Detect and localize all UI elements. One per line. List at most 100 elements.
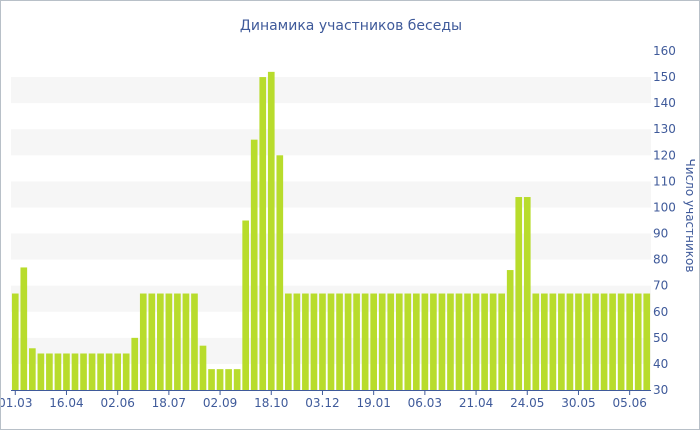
- bar: [216, 369, 224, 390]
- x-tick-label: 02.06: [100, 396, 134, 410]
- bar: [455, 293, 463, 390]
- bar: [549, 293, 557, 390]
- x-tick-label: 21.04: [459, 396, 493, 410]
- x-tick-label: 16.04: [49, 396, 83, 410]
- bar: [80, 353, 87, 390]
- bar: [319, 293, 326, 390]
- bar: [165, 293, 173, 390]
- y-axis-ticks: 30 40 50 60 70 80 90 100 110 120 130 140 150 160: [653, 44, 676, 397]
- y-tick-label: 100: [653, 200, 676, 214]
- bar: [498, 293, 505, 390]
- bar: [387, 293, 395, 390]
- bar: [105, 353, 113, 390]
- bar: [575, 293, 582, 390]
- bar: [438, 293, 446, 390]
- bar: [191, 293, 198, 390]
- grid-bands: [11, 77, 651, 364]
- bar: [370, 293, 377, 390]
- x-tick-label: 30.05: [561, 396, 595, 410]
- y-tick-label: 110: [653, 174, 676, 188]
- y-tick-label: 80: [653, 253, 668, 267]
- bar: [11, 293, 19, 390]
- bar: [63, 353, 70, 390]
- bar: [157, 293, 164, 390]
- bar: [609, 293, 616, 390]
- bar: [430, 293, 437, 390]
- bar: [344, 293, 352, 390]
- bar: [182, 293, 190, 390]
- bar: [541, 293, 548, 390]
- bar: [378, 293, 386, 390]
- bar: [250, 139, 258, 390]
- bars-group: [11, 71, 651, 391]
- bar: [353, 293, 360, 390]
- bar: [361, 293, 369, 390]
- bar: [327, 293, 335, 390]
- bar: [395, 293, 403, 390]
- bar: [276, 155, 284, 390]
- bar: [139, 293, 147, 390]
- bar: [626, 293, 633, 390]
- bar: [421, 293, 429, 390]
- y-tick-label: 150: [653, 70, 676, 84]
- grid-band: [11, 181, 651, 208]
- bar: [489, 293, 497, 390]
- bar: [472, 293, 480, 390]
- bar: [404, 293, 412, 390]
- grid-band: [11, 77, 651, 104]
- bar: [464, 293, 471, 390]
- x-tick-label: 18.07: [152, 396, 186, 410]
- bar: [515, 197, 523, 390]
- grid-band: [11, 129, 651, 156]
- y-tick-label: 90: [653, 227, 668, 241]
- bar: [293, 293, 301, 390]
- bar: [285, 293, 292, 390]
- x-tick-label: 02.09: [203, 396, 237, 410]
- bar: [46, 353, 53, 390]
- bar: [114, 353, 121, 390]
- bar: [233, 369, 241, 390]
- y-tick-label: 140: [653, 96, 676, 110]
- x-tick-label: 24.05: [510, 396, 544, 410]
- bar: [259, 77, 267, 390]
- bar: [199, 345, 207, 390]
- bar: [88, 353, 96, 390]
- y-tick-label: 70: [653, 279, 668, 293]
- bar: [122, 353, 130, 390]
- bar: [174, 293, 181, 390]
- y-axis-label: Число участников: [683, 159, 697, 273]
- x-tick-label: 06.03: [408, 396, 442, 410]
- grid-band: [11, 233, 651, 260]
- bar: [20, 267, 28, 390]
- bar: [225, 369, 232, 390]
- bar: [310, 293, 318, 390]
- bar: [336, 293, 343, 390]
- bar: [558, 293, 565, 390]
- bar: [506, 270, 514, 390]
- bar: [600, 293, 608, 390]
- bar: [29, 348, 36, 390]
- bar: [592, 293, 599, 390]
- bar: [131, 337, 139, 390]
- bar: [583, 293, 591, 390]
- bar: [447, 293, 454, 390]
- bar: [208, 369, 215, 390]
- bar: [566, 293, 574, 390]
- x-tick-label: 18.10: [254, 396, 288, 410]
- bar: [267, 71, 275, 391]
- bar: [54, 353, 62, 390]
- bar: [37, 353, 45, 390]
- y-tick-label: 30: [653, 383, 668, 397]
- bar: [413, 293, 420, 390]
- y-tick-label: 40: [653, 357, 668, 371]
- bar: [302, 293, 309, 390]
- x-tick-label: 03.12: [305, 396, 339, 410]
- y-tick-label: 120: [653, 148, 676, 162]
- y-tick-label: 50: [653, 331, 668, 345]
- bar: [523, 197, 531, 390]
- bar: [148, 293, 156, 390]
- x-tick-label: 01.03: [1, 396, 32, 410]
- y-tick-label: 160: [653, 44, 676, 58]
